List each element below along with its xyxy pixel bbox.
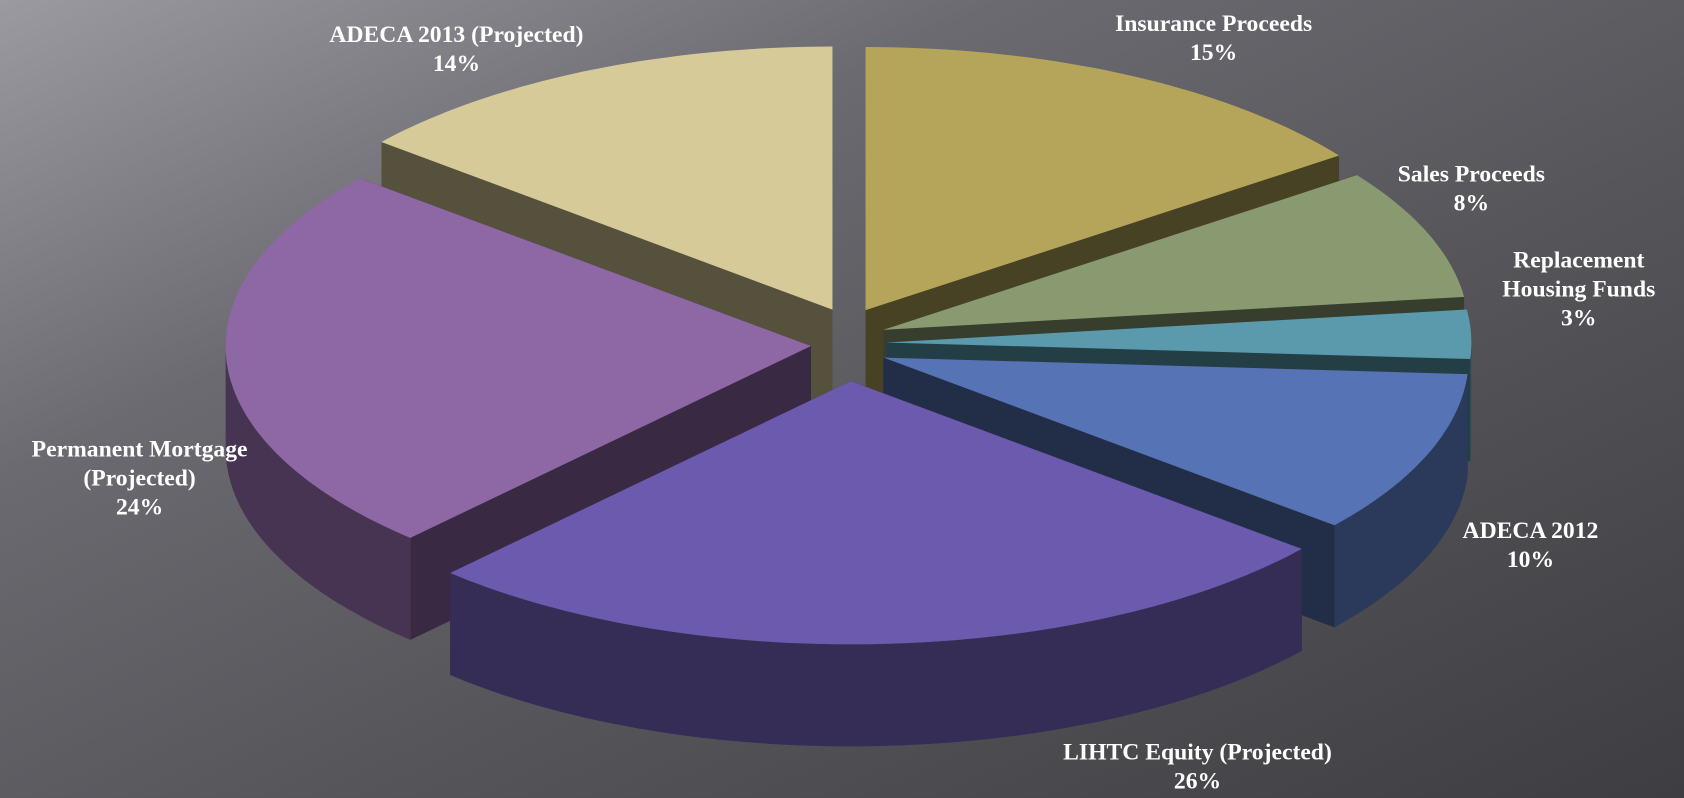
category-label: ADECA 2013 (Projected) — [329, 20, 584, 48]
value-label: 3% — [1561, 303, 1597, 331]
data-label: ADECA 2012 10% — [1423, 516, 1638, 574]
slice-side — [225, 346, 411, 640]
value-label: 8% — [1453, 189, 1490, 216]
data-label: Sales Proceeds 8% — [1343, 159, 1601, 217]
category-label: LIHTC Equity (Projected) — [1063, 737, 1332, 765]
data-label: ADECA 2013 (Projected) 14% — [274, 19, 639, 77]
value-label: 15% — [1189, 38, 1238, 66]
slice — [865, 47, 1340, 311]
value-label: 26% — [1173, 766, 1222, 794]
category-label: Permanent Mortgage (Projected) — [31, 434, 248, 491]
slice — [225, 178, 811, 538]
pie — [225, 46, 1472, 747]
data-label: LIHTC Equity (Projected) 26% — [1015, 737, 1380, 795]
value-label: 24% — [115, 492, 164, 520]
slice — [450, 381, 1302, 645]
data-label: Replacement Housing Funds 3% — [1477, 245, 1681, 332]
slice — [883, 175, 1465, 330]
category-label: Sales Proceeds — [1397, 160, 1545, 187]
slice-side — [1470, 342, 1472, 462]
slice — [886, 309, 1472, 360]
slice-side — [450, 548, 1302, 747]
category-label: ADECA 2012 — [1462, 516, 1599, 544]
value-label: 14% — [432, 49, 481, 77]
data-label: Insurance Proceeds 15% — [1053, 9, 1375, 67]
category-label: Insurance Proceeds — [1115, 9, 1313, 37]
slice — [381, 46, 833, 310]
slice-side — [1334, 374, 1468, 628]
category-label: Replacement Housing Funds — [1502, 245, 1656, 302]
slice — [883, 357, 1468, 526]
value-label: 10% — [1506, 545, 1555, 573]
data-label: Permanent Mortgage (Projected) 24% — [0, 434, 279, 521]
